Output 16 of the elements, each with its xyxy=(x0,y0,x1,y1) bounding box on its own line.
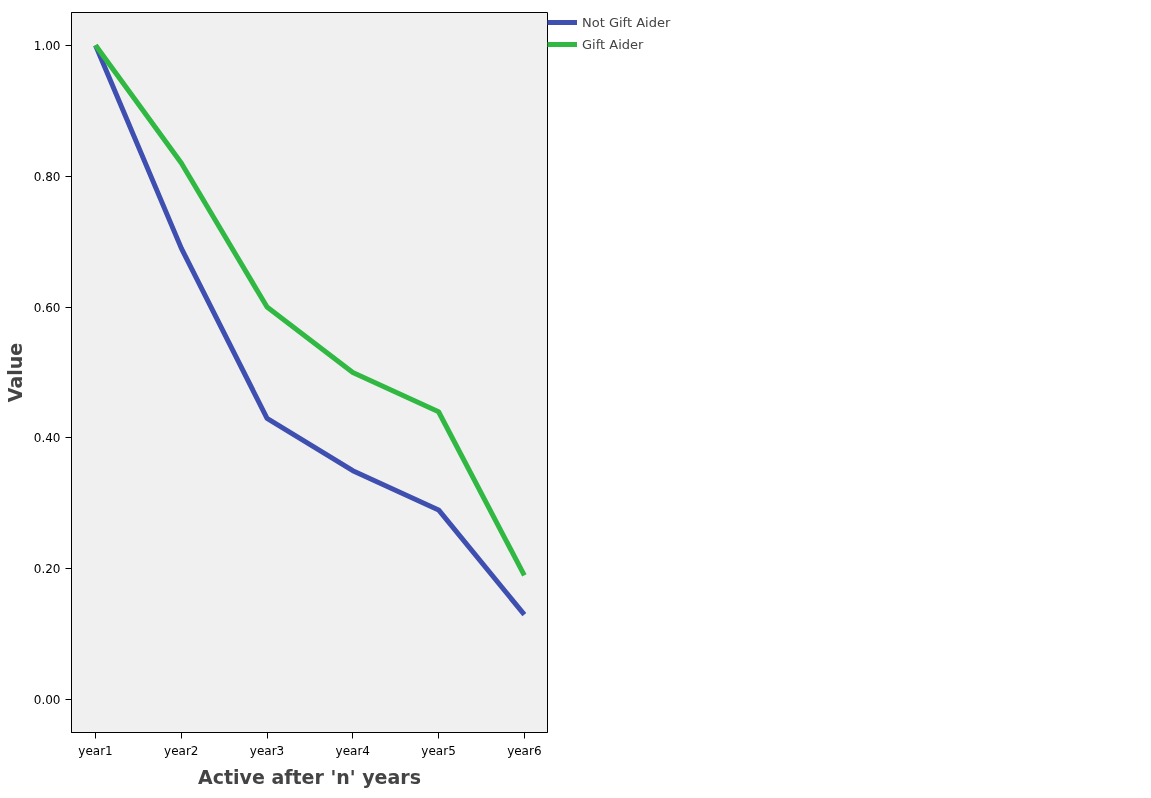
x-tick-label: year5 xyxy=(421,743,456,758)
x-tick-label: year6 xyxy=(507,743,542,758)
x-tick-label: year2 xyxy=(164,743,199,758)
x-tick-label: year4 xyxy=(335,743,371,758)
x-tick-label: year3 xyxy=(249,743,285,758)
y-axis-title: Value xyxy=(3,342,26,403)
x-tick-label: year1 xyxy=(78,743,113,758)
x-axis-title: Active after 'n' years xyxy=(197,765,422,788)
y-tick-label: 0.60 xyxy=(33,300,61,315)
legend-label: Gift Aider xyxy=(582,36,644,52)
legend-label: Not Gift Aider xyxy=(582,14,671,30)
y-tick-label: 0.80 xyxy=(33,169,61,184)
y-tick-label: 1.00 xyxy=(33,38,61,53)
y-tick-label: 0.20 xyxy=(33,562,61,577)
y-tick-label: 0.00 xyxy=(33,693,61,708)
y-tick-label: 0.40 xyxy=(33,431,61,446)
